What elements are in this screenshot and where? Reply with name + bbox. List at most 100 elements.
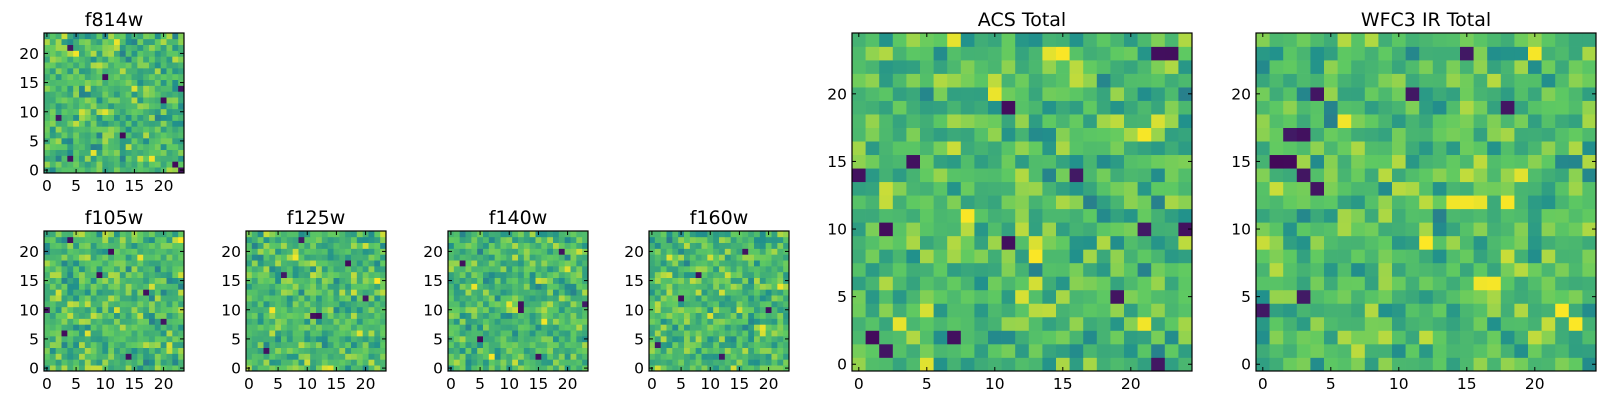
heatmap-cell xyxy=(125,97,132,104)
heatmap-cell xyxy=(1514,289,1529,304)
heatmap-cell xyxy=(345,306,352,314)
heatmap-cell xyxy=(771,266,778,273)
heatmap-cell xyxy=(684,306,691,314)
heatmap-cell xyxy=(108,68,115,75)
heatmap-cell xyxy=(61,277,68,284)
heatmap-cell xyxy=(298,318,305,325)
heatmap-cell xyxy=(149,283,156,290)
heatmap-cell xyxy=(257,318,264,325)
heatmap-cell xyxy=(1555,87,1570,101)
heatmap-cell xyxy=(879,343,894,358)
heatmap-cell xyxy=(79,73,86,81)
heatmap-cell xyxy=(96,336,103,343)
heatmap-cell xyxy=(90,44,97,51)
heatmap-cell xyxy=(765,248,772,255)
heatmap-cell xyxy=(1446,222,1461,237)
heatmap-cell xyxy=(1392,289,1406,304)
heatmap-cell xyxy=(933,195,948,210)
heatmap-cell xyxy=(143,50,150,57)
x-tick-label: 15 xyxy=(1457,375,1477,393)
heatmap-cell xyxy=(79,79,86,86)
heatmap-cell xyxy=(143,120,150,127)
heatmap-cell xyxy=(1310,235,1325,250)
heatmap-cell xyxy=(695,341,702,349)
heatmap-cell xyxy=(660,341,667,349)
heatmap-cell xyxy=(684,277,691,284)
heatmap-cell xyxy=(90,324,97,331)
heatmap-cell xyxy=(257,266,264,273)
heatmap-cell xyxy=(672,359,679,366)
heatmap-cell xyxy=(339,341,346,349)
heatmap-cell xyxy=(102,155,109,162)
heatmap-cell xyxy=(1473,276,1488,291)
heatmap-cell xyxy=(351,254,358,261)
heatmap-cell xyxy=(1432,222,1447,237)
heatmap-cell xyxy=(154,68,162,75)
heatmap-cell xyxy=(73,44,80,51)
heatmap-cell xyxy=(742,295,749,302)
heatmap-cell xyxy=(166,236,173,244)
heatmap-cell xyxy=(1310,303,1325,318)
heatmap-cell xyxy=(1015,100,1030,115)
heatmap-cell xyxy=(125,301,132,308)
heatmap-cell xyxy=(660,318,667,325)
heatmap-cell xyxy=(719,260,726,267)
heatmap-cell xyxy=(137,33,144,40)
heatmap-cell xyxy=(1164,262,1179,277)
heatmap-cell xyxy=(96,318,103,325)
heatmap-cell xyxy=(1405,60,1420,74)
heatmap-cell xyxy=(1283,316,1298,331)
heatmap-cell xyxy=(1364,303,1379,318)
heatmap-cell xyxy=(541,266,548,273)
heatmap-cell xyxy=(316,306,323,314)
heatmap-cell xyxy=(689,231,697,238)
heatmap-cell xyxy=(553,295,560,302)
heatmap-cell xyxy=(759,306,767,314)
heatmap-cell xyxy=(1473,100,1488,115)
heatmap-cell xyxy=(1137,303,1152,318)
heatmap-cell xyxy=(114,336,121,343)
heatmap-cell xyxy=(547,336,554,343)
heatmap-cell xyxy=(1296,127,1311,142)
heatmap-cell xyxy=(339,289,346,296)
heatmap-cell xyxy=(310,359,317,366)
heatmap-cell xyxy=(1582,114,1597,128)
heatmap-cell xyxy=(1324,262,1338,277)
heatmap-cell xyxy=(748,260,755,267)
heatmap-cell xyxy=(96,161,103,168)
heatmap-cell xyxy=(44,341,51,349)
heatmap-cell xyxy=(684,336,691,343)
heatmap-cell xyxy=(1042,316,1057,331)
heatmap-cell xyxy=(1555,330,1570,345)
heatmap-cell xyxy=(742,347,749,354)
heatmap-cell xyxy=(730,353,737,360)
heatmap-cell xyxy=(44,155,51,162)
heatmap-cell xyxy=(736,341,743,349)
heatmap-cell xyxy=(102,324,109,331)
heatmap-cell xyxy=(1432,208,1447,223)
heatmap-cell xyxy=(459,306,466,314)
heatmap-cell xyxy=(96,33,103,40)
heatmap-cell xyxy=(84,114,92,121)
heatmap-cell xyxy=(748,248,755,255)
heatmap-cell xyxy=(1310,222,1325,237)
heatmap-cell xyxy=(49,91,57,98)
heatmap-cell xyxy=(102,73,109,81)
heatmap-cell xyxy=(1392,60,1406,74)
heatmap-cell xyxy=(1083,289,1098,304)
heatmap-cell xyxy=(333,236,340,244)
heatmap-cell xyxy=(920,262,934,277)
heatmap-cell xyxy=(660,283,667,290)
heatmap-cell xyxy=(471,359,478,366)
heatmap-cell xyxy=(719,306,726,314)
heatmap-cell xyxy=(988,46,1002,61)
heatmap-cell xyxy=(257,359,264,366)
heatmap-cell xyxy=(49,56,57,63)
heatmap-cell xyxy=(1528,303,1542,318)
heatmap-cell xyxy=(564,277,571,284)
heatmap-cell xyxy=(292,242,299,249)
heatmap-cell xyxy=(286,347,294,354)
heatmap-cell xyxy=(172,38,179,46)
heatmap-cell xyxy=(263,277,270,284)
heatmap-cell xyxy=(689,365,697,372)
